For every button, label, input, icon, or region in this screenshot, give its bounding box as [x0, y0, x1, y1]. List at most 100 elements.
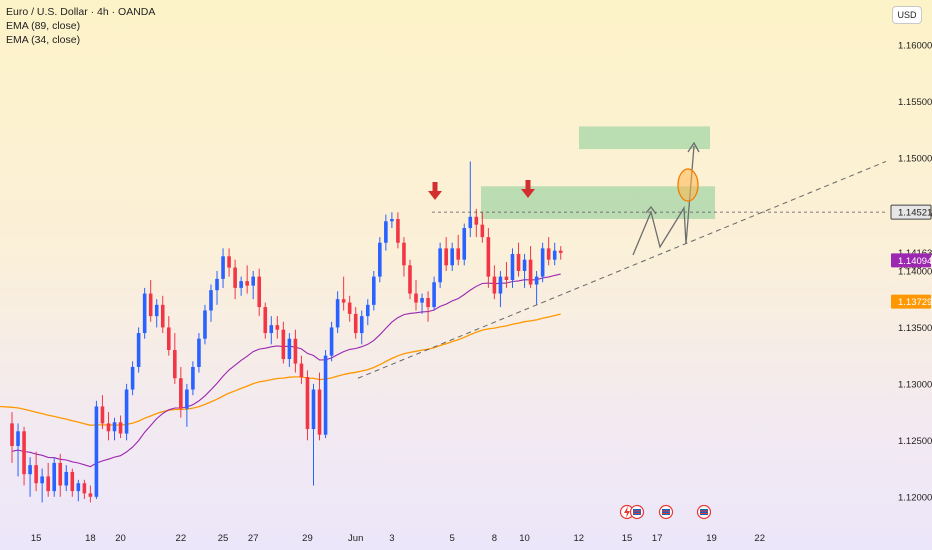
- candle-body: [209, 290, 213, 311]
- x-tick-label: 17: [652, 533, 663, 544]
- candle-body: [462, 228, 467, 260]
- candle-body: [426, 298, 430, 308]
- candle-body: [275, 325, 280, 330]
- candle-body: [528, 259, 533, 285]
- candle-body: [203, 310, 207, 339]
- candle-body: [540, 248, 545, 277]
- candle-body: [510, 254, 515, 280]
- y-tick-label: 1.15500: [898, 97, 932, 108]
- candle-body: [70, 471, 75, 492]
- candle-body: [504, 276, 509, 280]
- candle-body: [82, 483, 87, 494]
- candle-body: [130, 366, 135, 390]
- candle-body: [197, 338, 201, 367]
- candle-body: [215, 278, 219, 291]
- y-tick-label: 1.12500: [898, 436, 932, 447]
- annotations: [357, 141, 887, 379]
- candle-body: [299, 363, 304, 378]
- candle-body: [486, 237, 491, 277]
- currency-button[interactable]: USD: [892, 6, 922, 24]
- candle-body: [402, 242, 406, 266]
- candle-body: [396, 219, 400, 243]
- candle-body: [317, 389, 322, 435]
- candle-body: [118, 422, 123, 434]
- x-tick-label: 10: [519, 533, 530, 544]
- x-tick-label: 20: [115, 533, 126, 544]
- candle-body: [10, 423, 14, 446]
- candle-body: [64, 471, 69, 486]
- candle-body: [498, 276, 503, 294]
- candle-body: [390, 219, 394, 222]
- candle-body: [384, 221, 388, 243]
- projection-arrowhead-2: [687, 141, 700, 153]
- candle-body: [305, 377, 310, 430]
- event-flag-icon[interactable]: [658, 504, 674, 520]
- candle-body: [233, 267, 237, 288]
- x-tick-label: 18: [85, 533, 96, 544]
- target-zones: [481, 126, 715, 220]
- candle-body: [420, 298, 424, 303]
- candle-body: [311, 389, 316, 430]
- candle-body: [438, 248, 442, 283]
- candle-body: [191, 366, 195, 390]
- ema89-legend[interactable]: EMA (89, close): [6, 20, 81, 32]
- candle-body: [251, 276, 255, 286]
- target-zone-2: [579, 126, 710, 150]
- us-flag-icon: [633, 509, 641, 515]
- candle-body: [341, 299, 346, 303]
- x-tick-label: 22: [754, 533, 765, 544]
- time-axis[interactable]: 15 18 20 22 25 27 29 Jun 3 5 8 10 12 15 17 19 22: [31, 533, 765, 544]
- projection-path: [632, 145, 695, 256]
- candle-body: [76, 483, 81, 492]
- candle-body: [40, 476, 44, 484]
- candle-body: [179, 378, 183, 409]
- candles: [10, 161, 563, 503]
- candle-body: [148, 293, 153, 317]
- ema34-line: [11, 273, 561, 468]
- candle-body: [185, 389, 189, 409]
- candle-body: [522, 259, 527, 271]
- economic-events[interactable]: [619, 504, 712, 520]
- x-tick-label: 3: [389, 533, 394, 544]
- candle-body: [52, 462, 57, 492]
- candle-body: [359, 316, 364, 334]
- candle-body: [227, 256, 231, 268]
- y-tick-label: 1.12000: [898, 492, 932, 503]
- us-flag-icon: [662, 509, 670, 515]
- event-flag-icon[interactable]: [696, 504, 712, 520]
- candle-body: [474, 216, 479, 225]
- y-tick-label: 1.14000: [898, 266, 932, 277]
- y-tick-label: 1.13500: [898, 323, 932, 334]
- ema34-legend[interactable]: EMA (34, close): [6, 34, 81, 46]
- candle-body: [124, 389, 129, 434]
- candle-body: [136, 333, 141, 367]
- x-tick-label: 29: [302, 533, 313, 544]
- down-arrow-1-head: [428, 191, 442, 200]
- price-axis[interactable]: 1.160001.155001.150001.145001.140001.135…: [890, 41, 932, 504]
- down-arrow-2-shaft: [525, 180, 531, 189]
- candle-body: [28, 465, 32, 475]
- down-arrow-2-head: [521, 189, 535, 198]
- target-zone-1: [481, 186, 715, 220]
- candle-body: [432, 282, 436, 308]
- y-tick-label: 1.15000: [898, 154, 932, 165]
- candle-body: [378, 242, 382, 277]
- candle-body: [106, 423, 111, 432]
- x-tick-label: Jun: [348, 533, 363, 544]
- down-arrow-1-shaft: [432, 182, 438, 191]
- candle-body: [480, 224, 485, 238]
- candle-body: [372, 276, 376, 305]
- candle-body: [94, 406, 99, 497]
- x-tick-label: 15: [622, 533, 633, 544]
- us-flag-icon: [700, 509, 708, 515]
- event-flag-icon[interactable]: [629, 504, 645, 520]
- resistance-price-label-bg: [890, 204, 932, 220]
- candle-body: [257, 276, 262, 308]
- x-tick-label: 27: [248, 533, 259, 544]
- ema89-price-label-bg: [891, 294, 931, 309]
- symbol-title[interactable]: Euro / U.S. Dollar · 4h · OANDA: [6, 6, 156, 18]
- candle-body: [239, 281, 243, 288]
- candle-body: [329, 327, 334, 356]
